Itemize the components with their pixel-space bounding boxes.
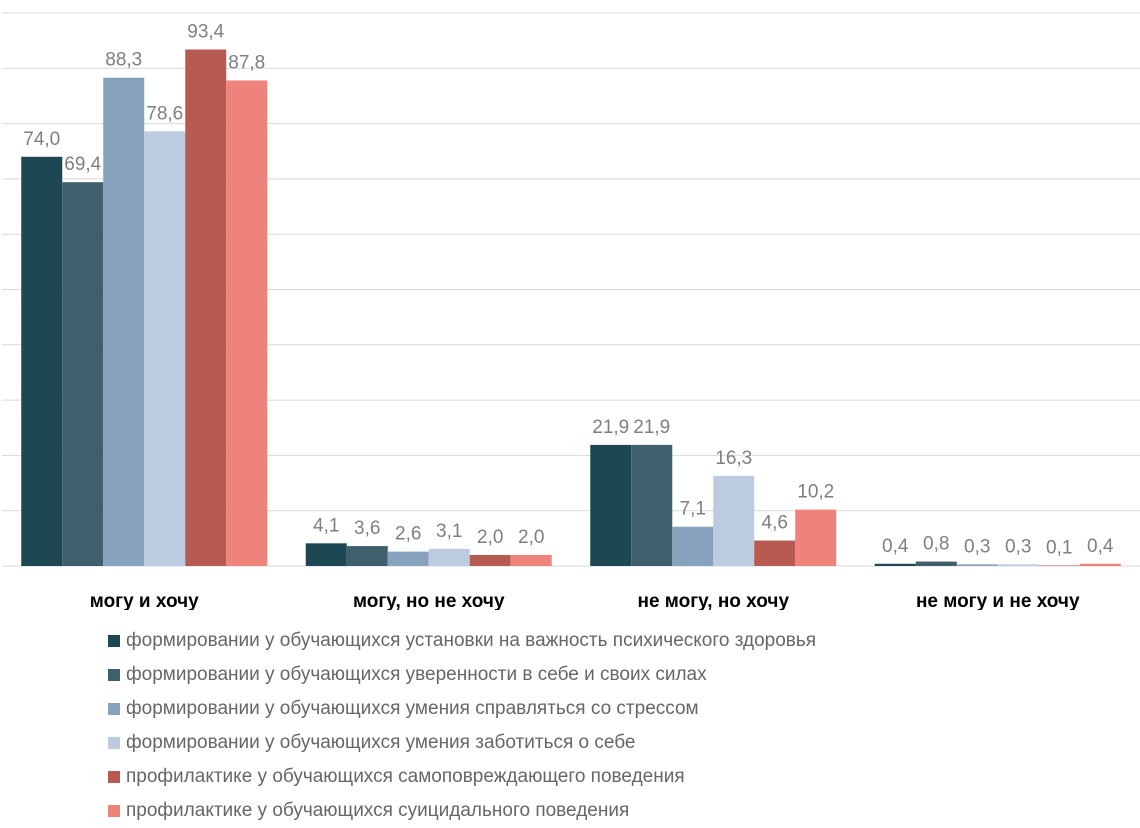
legend-swatch <box>108 771 120 783</box>
bar <box>997 564 1039 566</box>
data-label: 0,4 <box>882 536 909 557</box>
bar <box>672 526 714 566</box>
bar <box>469 554 511 566</box>
bar-chart: 74,069,4 88,3 78,6 93,487,8 4,1 3,6 2,6 3,1 2,0 2… <box>2 12 1140 610</box>
legend-swatch <box>108 703 120 715</box>
bar <box>1038 565 1080 566</box>
data-label: 3,6 <box>354 518 380 539</box>
data-label: 74,0 <box>23 129 60 150</box>
category-labels: могу и хочу могу, но не хочу не могу, но х… <box>90 591 1080 610</box>
legend-item: формировании у обучающихся умения заботи… <box>108 726 1108 760</box>
legend-item: формировании у обучающихся установки на … <box>108 624 1108 658</box>
data-label: 0,3 <box>1005 536 1031 557</box>
legend-item: профилактике у обучающихся суицидального… <box>108 794 1108 828</box>
data-label: 93,4 <box>187 21 224 42</box>
bars <box>21 49 1121 567</box>
data-label: 3,1 <box>436 521 462 542</box>
bar <box>915 561 957 566</box>
data-label: 2,6 <box>395 524 421 545</box>
bar <box>874 563 916 566</box>
data-label: 2,0 <box>477 527 503 548</box>
data-labels: 74,069,4 88,3 78,6 93,487,8 4,1 3,6 2,6 3,1 2,0 2… <box>23 21 1114 558</box>
category-label: не могу, но хочу <box>637 591 789 610</box>
legend-swatch <box>108 635 120 647</box>
bar <box>346 546 388 566</box>
bar <box>956 564 998 566</box>
bar <box>185 49 227 567</box>
bar <box>144 131 186 567</box>
bar <box>1079 563 1121 566</box>
legend-label: профилактике у обучающихся самоповреждаю… <box>126 766 685 787</box>
legend-label: формировании у обучающихся умения заботи… <box>126 732 636 753</box>
legend-swatch <box>108 669 120 681</box>
legend-label: формировании у обучающихся умения справл… <box>126 698 699 719</box>
bar <box>795 509 837 566</box>
data-label: 4,1 <box>313 515 339 536</box>
data-label: 0,8 <box>923 534 949 555</box>
data-label: 16,3 <box>715 448 752 469</box>
legend-item: профилактике у обучающихся самоповреждаю… <box>108 760 1108 794</box>
bar <box>631 444 673 566</box>
category-label: не могу и не хочу <box>916 591 1080 610</box>
bar <box>103 77 145 567</box>
bar <box>62 182 104 566</box>
data-label: 2,0 <box>518 527 544 548</box>
legend-label: формировании у обучающихся уверенности в… <box>126 664 707 685</box>
legend-swatch <box>108 805 120 817</box>
bar <box>21 156 63 566</box>
data-label: 21,9 <box>633 417 670 438</box>
bar <box>226 80 268 566</box>
legend-item: формировании у обучающихся уверенности в… <box>108 658 1108 692</box>
legend-label: профилактике у обучающихся суицидального… <box>126 800 630 821</box>
legend-item: формировании у обучающихся умения справл… <box>108 692 1108 726</box>
category-label: могу, но не хочу <box>353 591 505 610</box>
data-label: 69,4 <box>64 154 101 175</box>
data-label: 0,4 <box>1087 536 1114 557</box>
bar <box>590 444 632 566</box>
legend-label: формировании у обучающихся установки на … <box>126 630 817 651</box>
data-label: 78,6 <box>146 103 183 124</box>
data-label: 88,3 <box>105 50 142 71</box>
bar <box>428 548 470 566</box>
bar <box>510 554 552 566</box>
data-label: 7,1 <box>680 499 706 520</box>
data-label: 0,1 <box>1046 537 1072 558</box>
legend-swatch <box>108 737 120 749</box>
bar <box>387 551 429 566</box>
data-label: 21,9 <box>592 417 629 438</box>
data-label: 0,3 <box>964 536 990 557</box>
data-label: 10,2 <box>797 482 834 503</box>
bar <box>713 475 755 566</box>
data-label: 4,6 <box>762 513 788 534</box>
bar <box>305 543 347 566</box>
legend: формировании у обучающихся установки на … <box>108 624 1108 828</box>
category-label: могу и хочу <box>90 591 199 610</box>
bar <box>754 540 796 566</box>
data-label: 87,8 <box>228 52 265 73</box>
